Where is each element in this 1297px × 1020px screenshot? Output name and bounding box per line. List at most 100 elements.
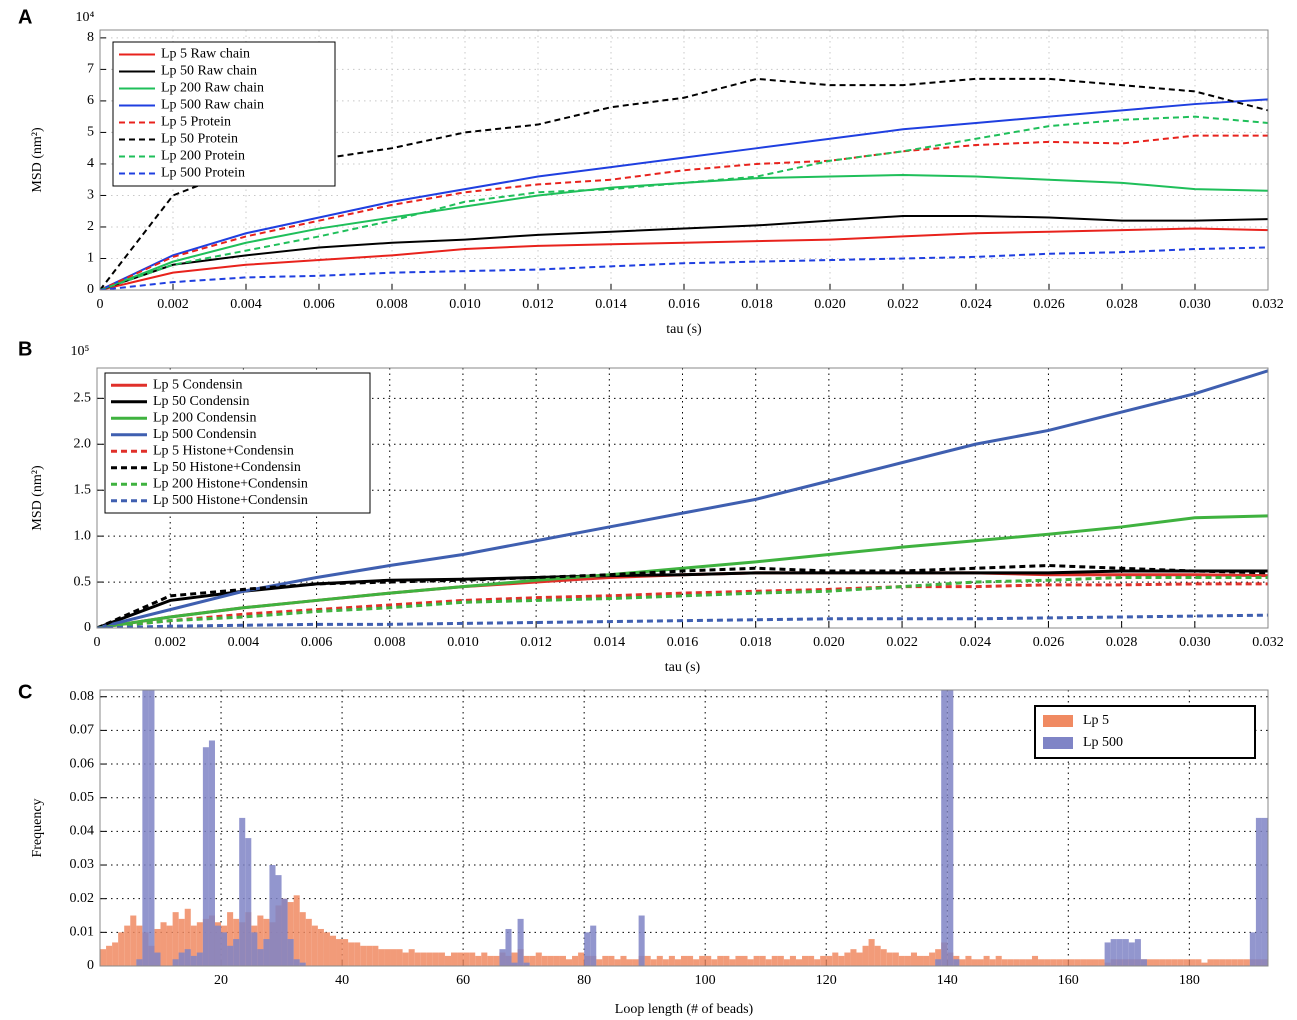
legend-label: Lp 5 [1083,713,1109,728]
hist-bar [1013,959,1020,966]
series-line [100,77,1268,290]
series-line [100,214,1268,290]
hist-bar [856,952,863,966]
hist-bar [916,955,924,966]
hist-bar [850,949,857,966]
hist-bar [1201,962,1208,966]
hist-bar [214,925,222,966]
x-tick-label: 0.014 [595,297,627,312]
hist-bar [342,939,349,966]
x-tick-label: 0.010 [449,297,481,312]
hist-bar [977,959,984,966]
legend-label: Lp 5 Condensin [153,377,242,392]
hist-bar [348,942,355,966]
y-axis-label: MSD (nm²) [30,465,45,531]
hist-bar [565,959,573,966]
hist-bar [420,952,427,966]
hist-bar [1044,959,1051,966]
hist-bar [795,959,803,966]
hist-bar [269,865,276,966]
legend-label: Lp 5 Raw chain [161,47,250,62]
hist-bar [384,949,391,966]
x-axis-label: tau (s) [665,660,701,675]
chart-panel: C 20 40 60 80 100 120 140 160 180 0 0.01 0.02 0.03 0.0… [18,681,1269,1017]
hist-bar [529,955,536,966]
hist-bar [1140,959,1147,966]
x-tick-label: 40 [335,973,349,988]
hist-bar [1062,959,1069,966]
hist-bar [923,955,930,966]
y-tick-label: 3 [87,188,94,203]
hist-bar [1098,959,1105,966]
hist-bar [414,952,421,966]
hist-bar [1195,959,1202,966]
x-tick-label: 0.004 [228,635,260,650]
x-tick-label: 100 [695,973,716,988]
y-tick-label: 0.01 [70,925,95,940]
series-line [100,98,1268,290]
hist-bar [251,932,258,966]
hist-bar [366,945,373,966]
hist-bar [765,959,772,966]
legend-label: Lp 50 Raw chain [161,64,257,79]
legend-label: Lp 200 Protein [161,149,245,164]
hist-bar [608,955,615,966]
legend-label: Lp 200 Histone+Condensin [153,476,308,491]
hist-bar [1237,959,1244,966]
hist-bar [493,955,500,966]
hist-bar [372,945,379,966]
hist-bar [638,915,645,966]
hist-bar [1068,959,1075,966]
hist-bar [668,955,675,966]
y-tick-label: 1 [87,251,94,266]
hist-bar [959,959,966,966]
series-line [97,369,1268,628]
hist-bar [1050,959,1057,966]
series-line [100,227,1268,290]
x-tick-label: 80 [577,973,591,988]
hist-bar [329,935,337,966]
hist-bar [1243,959,1250,966]
legend-swatch [1043,715,1073,727]
hist-bar [354,942,361,966]
hist-bar [451,952,458,966]
hist-bar [239,817,246,966]
legend-label: Lp 50 Condensin [153,394,249,409]
hist-bar [1007,959,1014,966]
hist-bar [1231,959,1238,966]
chart-panel: B 0 0.002 0.004 0.006 0.008 0.010 0.012 0.014 0.0… [18,338,1284,675]
hist-bar [1110,939,1117,966]
x-tick-label: 0.006 [303,297,335,312]
hist-bar [1213,959,1220,966]
hist-bar [723,955,730,966]
hist-bar [196,922,203,966]
hist-bar [620,955,627,966]
panel-label: B [18,338,32,360]
x-tick-label: 0 [94,635,101,650]
x-tick-label: 0.022 [886,635,918,650]
hist-bar [281,898,288,966]
y-tick-label: 0.05 [70,790,95,805]
x-tick-label: 0.020 [813,635,845,650]
hist-bar [1056,959,1063,966]
legend-label: Lp 50 Protein [161,132,238,147]
x-tick-label: 120 [816,973,837,988]
hist-bar [626,959,633,966]
hist-bar [118,932,125,966]
y-multiplier: 10⁵ [71,344,90,359]
series-line [97,564,1268,628]
x-tick-label: 0.004 [230,297,262,312]
hist-bar [644,955,651,966]
hist-bar [402,952,409,966]
x-tick-label: 0.020 [814,297,846,312]
hist-bar [814,959,821,966]
x-tick-label: 0.008 [374,635,406,650]
x-tick-label: 0 [97,297,104,312]
hist-bar [820,955,827,966]
x-tick-label: 0.002 [154,635,186,650]
legend-box [112,41,336,187]
hist-bar [1153,959,1160,966]
panel-label: A [18,6,32,28]
series-line [97,575,1268,628]
